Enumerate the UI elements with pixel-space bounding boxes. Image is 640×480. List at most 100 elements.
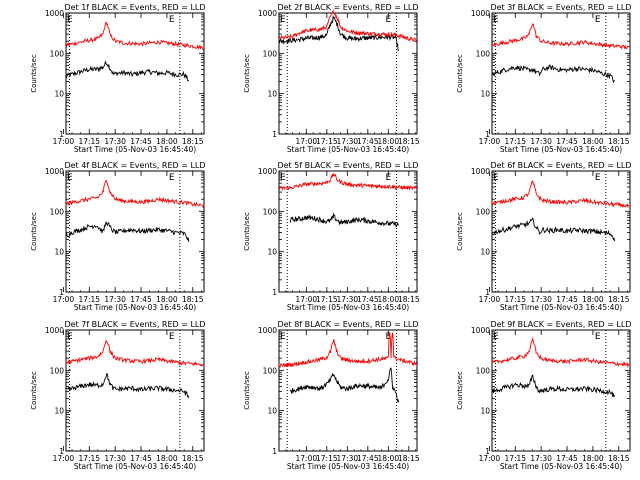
x-tick-label: 18:15 [398,137,420,146]
y-tick-label: 1 [59,288,64,297]
x-tick-label: 17:15 [78,295,100,304]
x-tick-label: 17:45 [130,295,152,304]
x-tick-label: 17:45 [130,454,152,463]
x-tick-label: 17:15 [316,454,338,463]
x-tick-label: 18:15 [182,454,204,463]
x-tick-label: 17:30 [530,454,552,463]
y-tick-label: 100 [263,366,278,375]
panel-det-1: Det 1f BLACK = Events, RED = LLD 1 10 100 10… [30,3,206,154]
panel-title: Det 9f BLACK = Events, RED = LLD [490,320,631,329]
panel-det-2: Det 2f BLACK = Events, RED = LLD 1 10 100 10… [243,3,420,154]
corner-marker-right: E [386,15,392,25]
panel-title: Det 2f BLACK = Events, RED = LLD [277,3,418,12]
y-tick-label: 10 [267,407,277,416]
x-tick-label: 18:00 [156,454,178,463]
x-axis-label: Start Time (05-Nov-03 16:45:40) [287,462,409,471]
y-tick-label: 10 [54,248,64,257]
corner-marker-right: E [595,332,601,342]
y-tick-label: 10 [54,407,64,416]
events-series-line [278,14,399,52]
events-series-line [491,64,616,84]
y-axis: 1 10 100 1000 [258,326,417,456]
panel-title: Det 1f BLACK = Events, RED = LLD [64,3,205,12]
x-tick-label: 17:15 [78,454,100,463]
y-tick-label: 1 [485,130,490,139]
plot-frame [278,12,418,135]
lld-series-line [278,173,418,192]
x-tick-label: 17:30 [104,137,126,146]
panel-title: Det 6f BLACK = Events, RED = LLD [490,161,631,170]
x-tick-label: 17:15 [504,295,526,304]
events-series-line [65,221,190,242]
y-tick-label: 1 [485,288,490,297]
x-axis-label: Start Time (05-Nov-03 16:45:40) [287,145,409,154]
y-axis-label: Counts/sec [456,212,464,251]
panel-title: Det 4f BLACK = Events, RED = LLD [64,161,205,170]
y-axis: 1 10 100 1000 [471,326,630,456]
y-tick-label: 10 [480,248,490,257]
corner-marker-right: E [595,15,601,25]
plot-frame [278,170,418,293]
corner-marker-right: E [386,332,392,342]
y-tick-label: 1 [272,447,277,456]
x-tick-label: 17:30 [104,295,126,304]
corner-marker-left: E [493,332,499,342]
x-axis-label: Start Time (05-Nov-03 16:45:40) [287,303,409,312]
corner-marker-left: E [67,332,73,342]
x-tick-label: 18:15 [182,137,204,146]
lld-series-line [491,337,630,369]
y-axis-label: Counts/sec [243,371,251,410]
x-axis-label: Start Time (05-Nov-03 16:45:40) [74,303,196,312]
panel-title: Det 3f BLACK = Events, RED = LLD [490,3,631,12]
x-axis-label: Start Time (05-Nov-03 16:45:40) [500,462,622,471]
events-series-line [65,373,190,399]
y-axis-label: Counts/sec [243,54,251,93]
x-axis-label: Start Time (05-Nov-03 16:45:40) [74,145,196,154]
x-axis-label: Start Time (05-Nov-03 16:45:40) [74,462,196,471]
y-tick-label: 1 [485,447,490,456]
plot-frame [65,329,205,452]
x-tick-label: 18:00 [377,454,399,463]
corner-marker-left: E [493,173,499,183]
y-tick-label: 1 [272,288,277,297]
y-tick-label: 100 [50,366,65,375]
x-tick-label: 17:15 [316,295,338,304]
x-tick-label: 18:15 [608,454,630,463]
corner-marker-left: E [280,173,286,183]
y-tick-label: 10 [267,90,277,99]
x-tick-label: 17:15 [78,137,100,146]
x-tick-label: 17:30 [530,137,552,146]
x-tick-label: 18:15 [398,454,420,463]
y-axis: 1 10 100 1000 [45,326,204,456]
y-tick-label: 1000 [258,9,277,18]
corner-marker-left: E [67,173,73,183]
x-tick-label: 17:45 [357,454,379,463]
x-tick-label: 17:45 [357,295,379,304]
y-tick-label: 1000 [471,167,490,176]
x-tick-label: 17:15 [504,454,526,463]
x-tick-label: 17:30 [337,137,359,146]
events-series-line [289,367,400,403]
x-tick-label: 17:45 [357,137,379,146]
x-axis-label: Start Time (05-Nov-03 16:45:40) [500,303,622,312]
y-tick-label: 10 [480,407,490,416]
y-tick-label: 1000 [471,326,490,335]
y-tick-label: 100 [476,366,491,375]
y-axis-label: Counts/sec [456,54,464,93]
corner-marker-left: E [280,332,286,342]
plot-frame [491,12,631,135]
lld-series-line [278,332,418,368]
x-tick-label: 17:00 [296,454,318,463]
plot-frame [65,12,205,135]
corner-marker-right: E [386,173,392,183]
y-tick-label: 100 [476,207,491,216]
x-tick-label: 17:30 [530,295,552,304]
events-series-line [491,217,616,242]
lld-series-line [65,339,204,367]
x-tick-label: 17:45 [556,295,578,304]
